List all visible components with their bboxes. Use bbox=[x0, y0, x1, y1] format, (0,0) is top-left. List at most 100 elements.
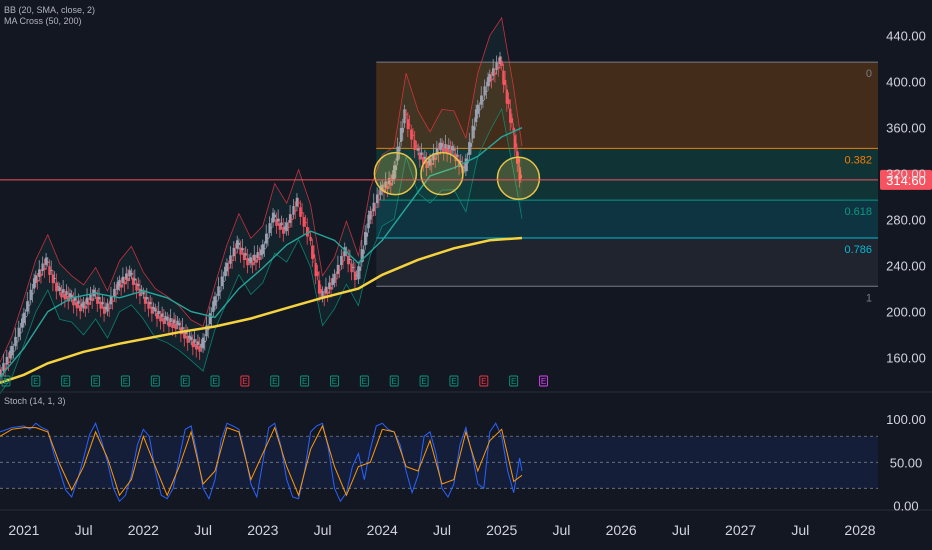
candle-body[interactable] bbox=[77, 300, 80, 304]
ma50-line[interactable] bbox=[0, 127, 523, 378]
candle-body[interactable] bbox=[125, 273, 128, 280]
candle-body[interactable] bbox=[416, 148, 420, 151]
candle-body[interactable] bbox=[208, 313, 212, 325]
candle-body[interactable] bbox=[39, 273, 43, 276]
candle-body[interactable] bbox=[38, 269, 41, 277]
candle-body[interactable] bbox=[44, 257, 48, 266]
bollinger-upper-band[interactable] bbox=[0, 16, 523, 363]
candle-body[interactable] bbox=[498, 56, 502, 64]
candle-body[interactable] bbox=[408, 124, 411, 126]
candle-body[interactable] bbox=[280, 222, 283, 226]
candle-body[interactable] bbox=[152, 306, 155, 310]
candle-body[interactable] bbox=[420, 152, 423, 155]
candle-body[interactable] bbox=[14, 336, 17, 347]
candle-body[interactable] bbox=[60, 291, 63, 298]
candle-body[interactable] bbox=[85, 297, 89, 305]
candle-body[interactable] bbox=[128, 270, 131, 277]
candle-body[interactable] bbox=[503, 80, 507, 85]
candle-body[interactable] bbox=[391, 174, 394, 182]
candle-body[interactable] bbox=[324, 286, 328, 294]
candle-body[interactable] bbox=[514, 143, 518, 147]
candle-body[interactable] bbox=[363, 232, 367, 246]
candle-body[interactable] bbox=[247, 258, 251, 261]
candle-body[interactable] bbox=[53, 278, 56, 280]
bb-indicator-label[interactable]: BB (20, SMA, close, 2) bbox=[4, 5, 95, 15]
candle-body[interactable] bbox=[142, 292, 145, 295]
earnings-badge[interactable] bbox=[419, 375, 429, 387]
earnings-badge[interactable] bbox=[180, 375, 190, 387]
candle-body[interactable] bbox=[469, 143, 473, 147]
candle-body[interactable] bbox=[343, 247, 346, 257]
candle-body[interactable] bbox=[480, 95, 483, 105]
candle-body[interactable] bbox=[297, 202, 300, 204]
candle-body[interactable] bbox=[241, 248, 244, 251]
earnings-badge[interactable] bbox=[479, 375, 489, 387]
candle-body[interactable] bbox=[398, 146, 401, 152]
candle-body[interactable] bbox=[55, 282, 58, 292]
earnings-badge[interactable] bbox=[330, 375, 339, 387]
candle-body[interactable] bbox=[473, 126, 476, 131]
candle-body[interactable] bbox=[87, 302, 90, 305]
candle-body[interactable] bbox=[447, 145, 451, 150]
candle-body[interactable] bbox=[79, 305, 82, 312]
earnings-badge[interactable] bbox=[61, 375, 71, 387]
candle-body[interactable] bbox=[256, 252, 259, 259]
candle-body[interactable] bbox=[217, 286, 220, 296]
candle-body[interactable] bbox=[210, 316, 213, 318]
candle-body[interactable] bbox=[73, 297, 77, 301]
candle-body[interactable] bbox=[316, 271, 319, 276]
candle-body[interactable] bbox=[365, 232, 369, 237]
candle-body[interactable] bbox=[34, 275, 38, 283]
candle-body[interactable] bbox=[72, 299, 75, 306]
candle-body[interactable] bbox=[309, 236, 312, 241]
candle-body[interactable] bbox=[232, 247, 235, 257]
candle-body[interactable] bbox=[258, 256, 261, 261]
candle-body[interactable] bbox=[422, 157, 425, 164]
candle-body[interactable] bbox=[159, 315, 162, 322]
candle-body[interactable] bbox=[319, 289, 323, 294]
candle-body[interactable] bbox=[346, 255, 350, 265]
candle-body[interactable] bbox=[439, 142, 442, 150]
candle-body[interactable] bbox=[80, 303, 84, 307]
candle-body[interactable] bbox=[41, 263, 44, 272]
candle-body[interactable] bbox=[63, 293, 67, 300]
candle-body[interactable] bbox=[278, 223, 282, 230]
candle-body[interactable] bbox=[162, 318, 166, 325]
candle-body[interactable] bbox=[474, 109, 478, 123]
support-highlight-circle[interactable] bbox=[420, 151, 464, 196]
candle-body[interactable] bbox=[471, 125, 474, 139]
candle-body[interactable] bbox=[213, 296, 217, 306]
candle-body[interactable] bbox=[17, 327, 20, 337]
candle-body[interactable] bbox=[49, 269, 53, 271]
candle-body[interactable] bbox=[181, 327, 184, 330]
candle-body[interactable] bbox=[196, 341, 200, 345]
candle-body[interactable] bbox=[304, 222, 307, 224]
candle-body[interactable] bbox=[206, 328, 210, 331]
candle-body[interactable] bbox=[476, 104, 480, 114]
candle-body[interactable] bbox=[61, 289, 65, 293]
candle-body[interactable] bbox=[384, 181, 387, 188]
candle-body[interactable] bbox=[334, 278, 338, 280]
candle-body[interactable] bbox=[290, 218, 294, 220]
candle-body[interactable] bbox=[464, 158, 468, 172]
candle-body[interactable] bbox=[338, 269, 341, 271]
candle-body[interactable] bbox=[140, 289, 143, 292]
candle-body[interactable] bbox=[486, 77, 490, 87]
candle-body[interactable] bbox=[157, 310, 160, 315]
candle-body[interactable] bbox=[147, 301, 150, 309]
candle-body[interactable] bbox=[43, 268, 46, 270]
earnings-badge[interactable] bbox=[539, 375, 548, 387]
candle-body[interactable] bbox=[133, 278, 137, 281]
candle-body[interactable] bbox=[218, 290, 222, 292]
candle-body[interactable] bbox=[423, 156, 427, 160]
earnings-badge[interactable] bbox=[449, 375, 459, 387]
candle-body[interactable] bbox=[176, 320, 179, 325]
candle-body[interactable] bbox=[357, 266, 360, 280]
candle-body[interactable] bbox=[20, 318, 24, 328]
candle-body[interactable] bbox=[130, 272, 133, 275]
candle-body[interactable] bbox=[519, 174, 523, 179]
candle-body[interactable] bbox=[491, 68, 495, 76]
candle-body[interactable] bbox=[253, 254, 256, 261]
candle-body[interactable] bbox=[58, 287, 61, 291]
candle-body[interactable] bbox=[263, 248, 266, 250]
